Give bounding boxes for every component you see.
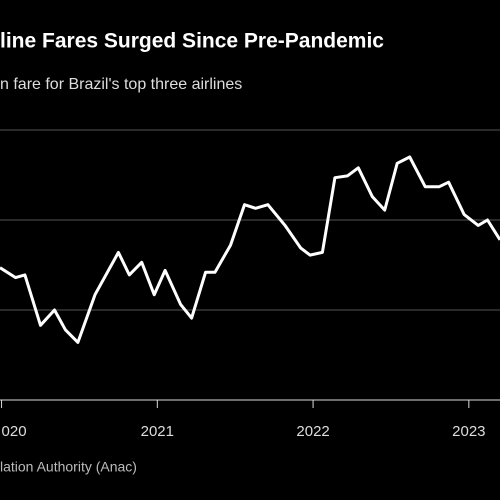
x-tick-label: 2021 — [141, 423, 174, 440]
source: lation Authority (Anac) — [0, 459, 137, 475]
x-tick-label: 2022 — [296, 423, 329, 440]
chart-title: line Fares Surged Since Pre-Pandemic — [0, 30, 384, 53]
data-line — [0, 155, 500, 344]
x-tick-label: 2023 — [452, 423, 485, 440]
chart-subtitle: n fare for Brazil's top three airlines — [0, 76, 242, 93]
x-tick-label: 020 — [2, 423, 27, 440]
